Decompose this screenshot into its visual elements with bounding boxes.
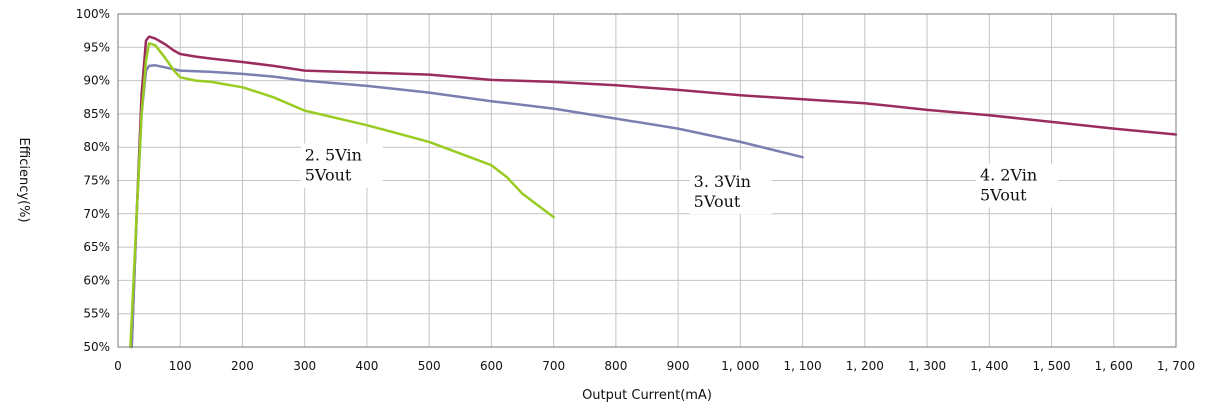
x-tick-label: 0 [114,359,122,373]
x-tick-label: 200 [231,359,254,373]
annotation-label-2: 5Vout [694,192,741,211]
x-tick-label: 1, 500 [1032,359,1070,373]
y-tick-label: 55% [83,307,110,321]
series-line-1 [130,35,1178,349]
x-tick-label: 800 [604,359,627,373]
annotation-bg [689,170,772,215]
x-tick-label: 1, 300 [908,359,946,373]
y-tick-label: 50% [83,340,110,354]
y-tick-label: 60% [83,273,110,287]
x-tick-label: 1, 400 [970,359,1008,373]
x-tick-label: 900 [667,359,690,373]
tick-labels-group: 0 100 200 300 400 500 600 700 800 900 1, 000 1, 100… [76,7,1195,373]
x-tick-label: 300 [293,359,316,373]
annotation-label-1: 5Vout [305,166,352,185]
annotation-bg [975,163,1058,208]
x-tick-label: 100 [169,359,192,373]
annotation-label-2: 3. 3Vin [694,172,751,191]
annotation-label-3: 5Vout [980,186,1027,205]
y-tick-label: 85% [83,107,110,121]
x-tick-label: 400 [355,359,378,373]
annotation-bg [300,143,383,188]
annotation-label-1: 2. 5Vin [305,146,362,165]
series-line-3 [129,42,555,349]
series-group [129,35,1178,349]
x-tick-label: 1, 600 [1095,359,1133,373]
x-tick-label: 600 [480,359,503,373]
x-tick-label: 1, 200 [846,359,884,373]
y-tick-label: 70% [83,207,110,221]
series-line-2 [130,64,804,349]
x-tick-label: 500 [418,359,441,373]
y-tick-label: 95% [83,40,110,54]
y-axis-title: Efficiency(%) [16,137,31,222]
x-tick-label: 1, 100 [784,359,822,373]
plot-frame [117,13,1177,348]
y-tick-label: 90% [83,74,110,88]
x-axis-title: Output Current(mA) [582,388,712,403]
annotation-label-3: 4. 2Vin [980,166,1037,185]
y-tick-label: 80% [83,140,110,154]
y-tick-label: 65% [83,240,110,254]
x-tick-label: 1, 700 [1157,359,1195,373]
y-tick-label: 100% [76,7,110,21]
x-tick-label: 700 [542,359,565,373]
x-tick-label: 1, 000 [721,359,759,373]
y-tick-label: 75% [83,174,110,188]
